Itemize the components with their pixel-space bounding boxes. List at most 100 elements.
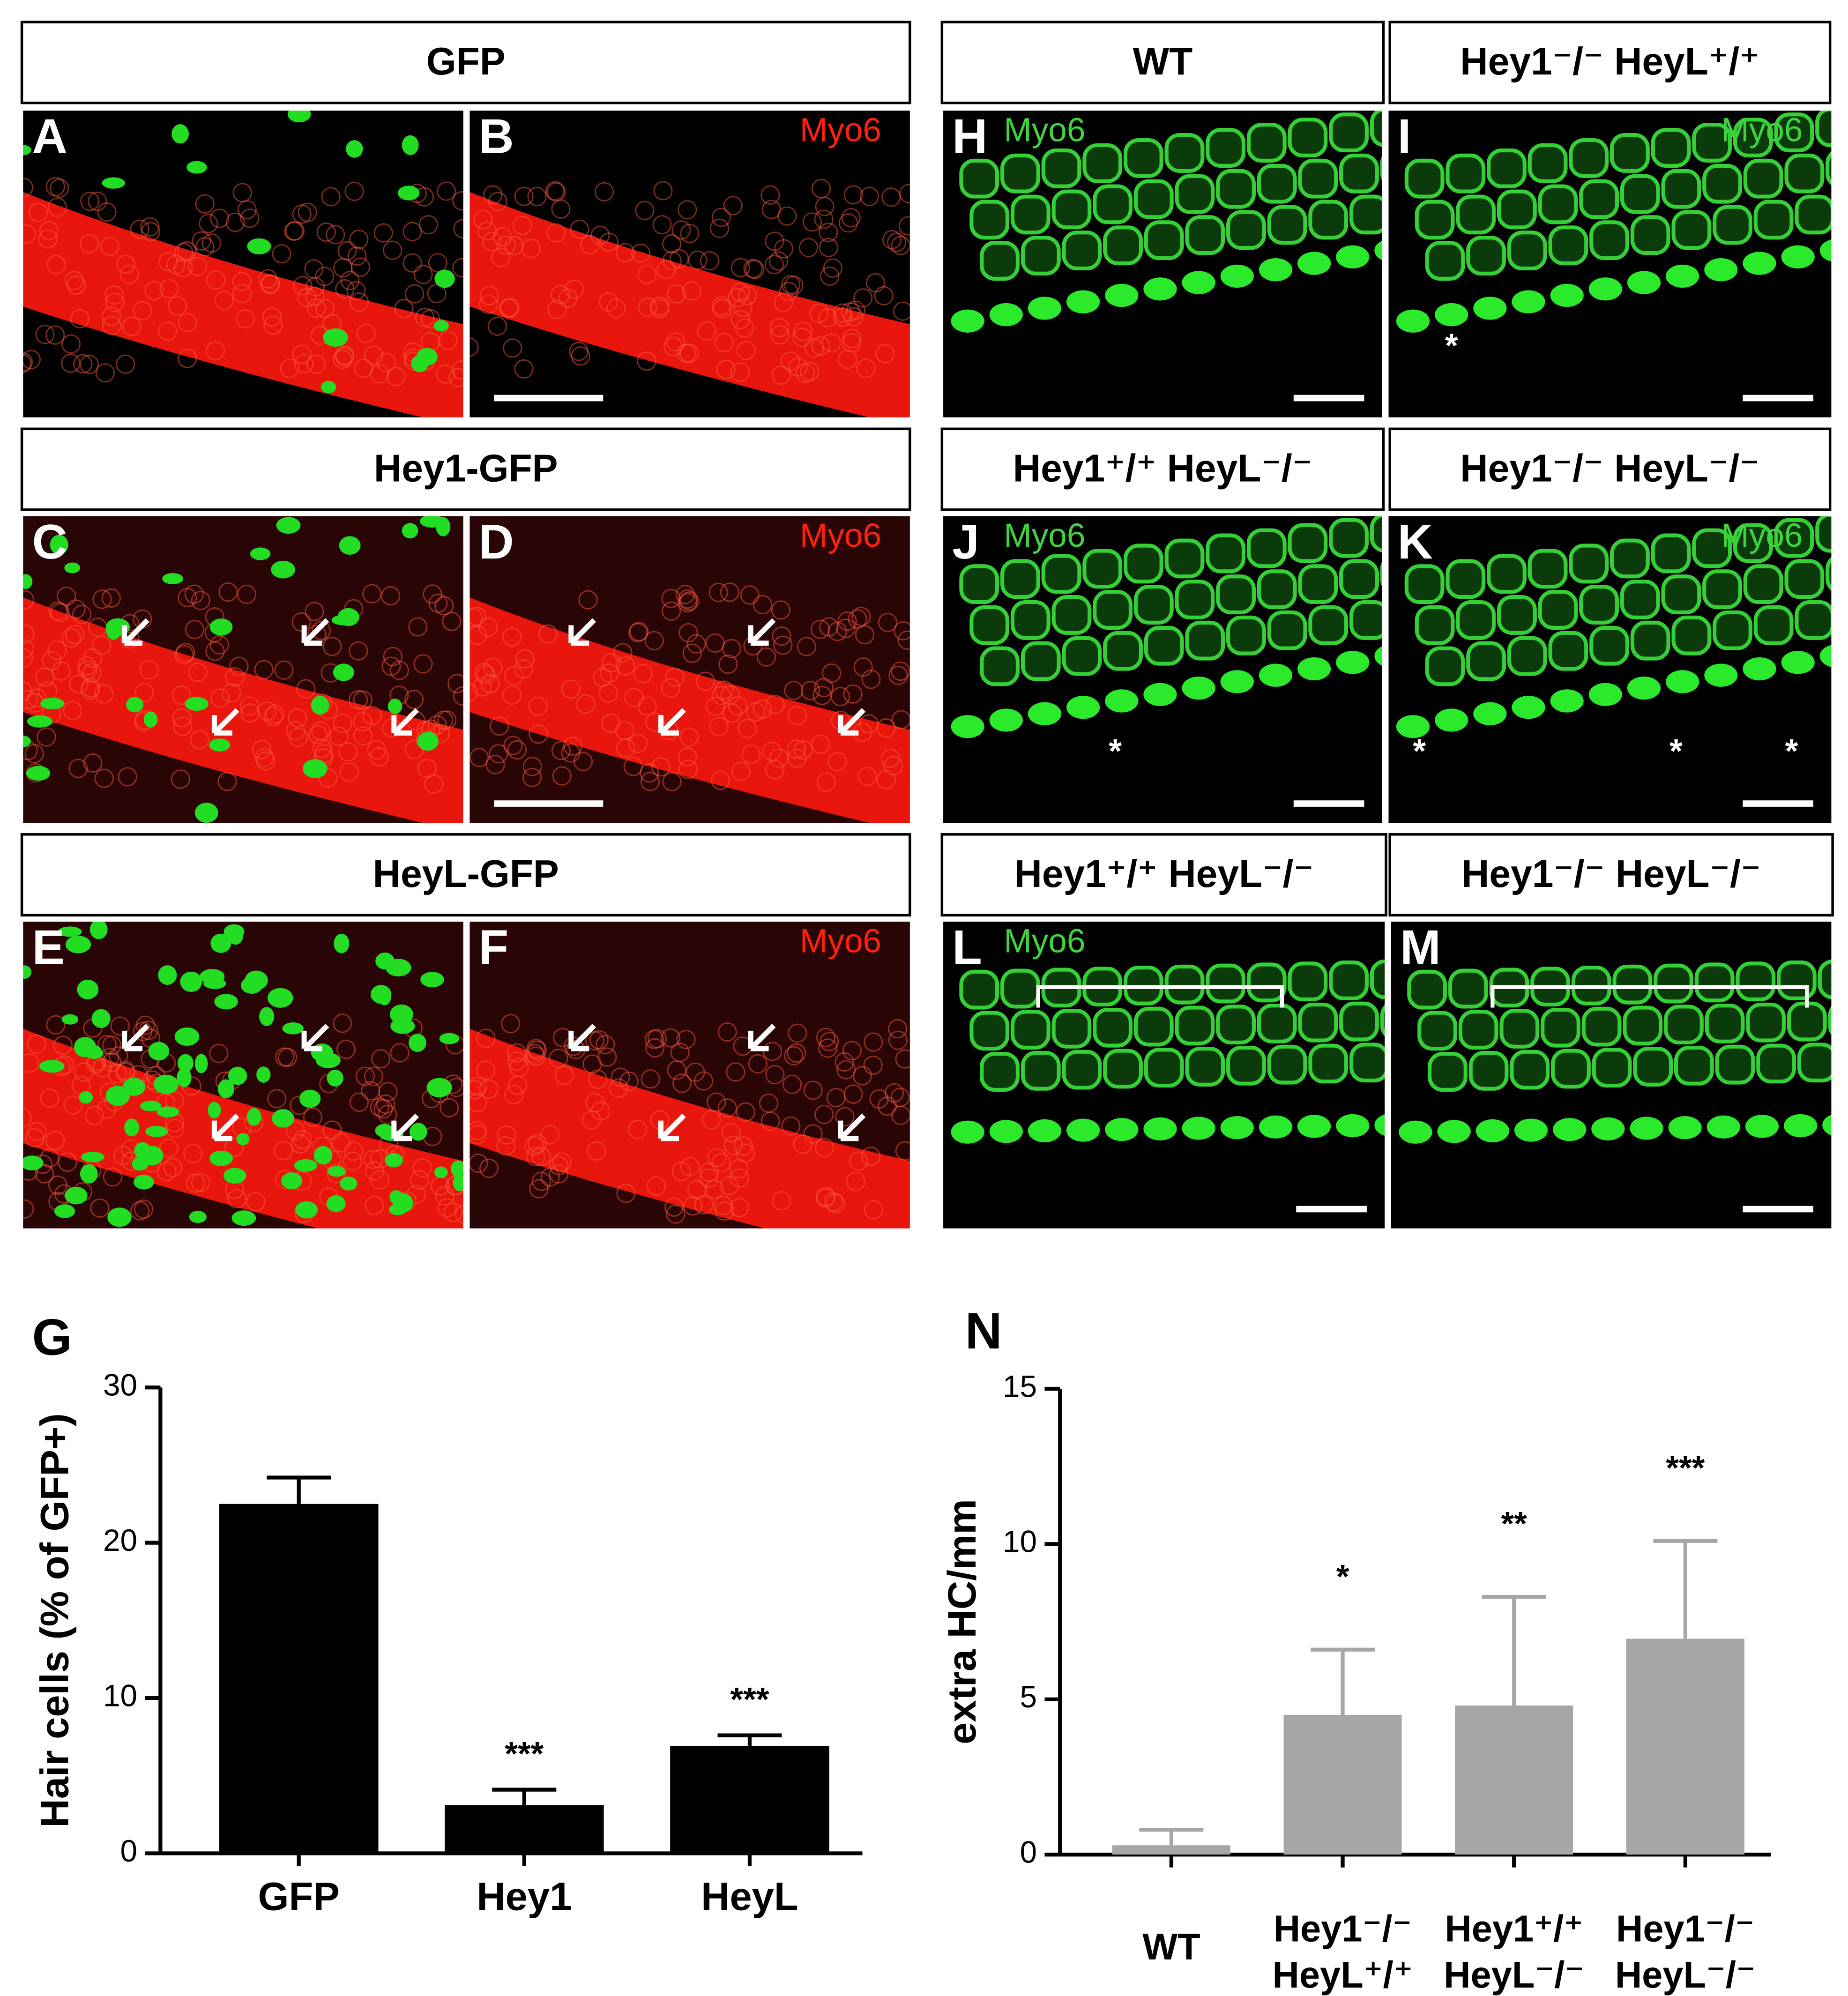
- micrograph: [940, 514, 1385, 826]
- inner-hair-cell: [1784, 1114, 1818, 1138]
- cell: [891, 662, 910, 681]
- hair-cell: [1185, 215, 1225, 255]
- cell: [246, 1192, 266, 1212]
- gfp-cell: [22, 1155, 44, 1171]
- hair-cell: [1415, 605, 1455, 645]
- cell: [552, 1152, 572, 1172]
- gfp-cell: [439, 1033, 460, 1044]
- hair-cell: [1753, 200, 1794, 240]
- arrow: [122, 1024, 149, 1051]
- cell: [631, 243, 651, 263]
- cell: [476, 1028, 496, 1048]
- cell: [835, 1052, 854, 1072]
- cell: [188, 257, 208, 276]
- cell: [291, 612, 311, 632]
- hair-cell: [1370, 109, 1384, 147]
- micrograph-content: [1390, 920, 1833, 1230]
- cell: [816, 1187, 836, 1207]
- inner-hair-cell: [1435, 708, 1468, 732]
- cell: [738, 719, 757, 738]
- cell: [599, 292, 618, 312]
- cell: [602, 653, 621, 672]
- hair-cell: [1753, 605, 1794, 645]
- cell: [229, 656, 249, 676]
- asterisk: *: [1109, 733, 1122, 770]
- gfp-cell: [276, 517, 301, 534]
- cell: [291, 1134, 310, 1154]
- inner-hair-cell: [1297, 657, 1331, 681]
- hair-cell: [1579, 179, 1619, 219]
- cell: [159, 1139, 179, 1158]
- inner-hair-cell: [1473, 702, 1507, 725]
- micrograph-content: [1387, 109, 1833, 419]
- x-tick-label: WT: [1142, 1926, 1200, 1967]
- cell: [476, 665, 496, 685]
- panel-letter: F: [479, 921, 509, 975]
- hair-cell: [1000, 153, 1040, 194]
- cell: [700, 251, 720, 271]
- cell: [94, 768, 114, 788]
- hair-cell: [1425, 646, 1465, 686]
- inner-hair-cell: [1435, 303, 1468, 327]
- cell: [239, 696, 260, 716]
- hair-cell: [1226, 615, 1266, 655]
- cell: [651, 757, 671, 777]
- cell: [65, 625, 85, 644]
- cell: [748, 1054, 768, 1073]
- cell: [480, 674, 500, 693]
- cell: [38, 229, 58, 249]
- hair-cell: [1838, 597, 1848, 633]
- gfp-cell: [228, 1066, 247, 1085]
- panel-letter: I: [1398, 110, 1411, 164]
- cell: [487, 316, 507, 336]
- cell: [438, 331, 458, 350]
- inner-hair-cell: [1259, 663, 1293, 687]
- cell: [686, 1062, 705, 1082]
- cell: [841, 302, 860, 322]
- micrograph-content: [468, 109, 911, 419]
- header-box: [940, 833, 1387, 917]
- hair-cell: [1010, 194, 1051, 235]
- cell: [261, 274, 280, 294]
- arrow: [391, 1113, 419, 1141]
- cell: [257, 701, 277, 721]
- gfp-cell: [420, 972, 444, 988]
- cell: [369, 747, 389, 767]
- gfp-cell: [334, 933, 350, 953]
- cell: [383, 240, 402, 260]
- cell: [22, 648, 33, 668]
- micrograph: [940, 108, 1385, 420]
- cell: [418, 215, 438, 235]
- cell: [110, 1016, 130, 1036]
- hair-cell: [1507, 636, 1547, 676]
- inner-hair-cell: [1550, 689, 1584, 713]
- stain-label: Myo6: [800, 112, 881, 149]
- inner-hair-cell: [1781, 651, 1815, 674]
- hair-cell: [1630, 215, 1670, 255]
- cell: [50, 603, 70, 623]
- micrograph-border: [20, 514, 466, 826]
- gfp-cell: [102, 177, 125, 189]
- hair-cell: [1041, 554, 1081, 594]
- cell: [722, 639, 741, 658]
- inner-hair-cell: [1105, 1118, 1139, 1141]
- cell: [479, 295, 499, 314]
- significance: ***: [1666, 1450, 1705, 1487]
- cell: [836, 1060, 856, 1080]
- cell: [561, 679, 581, 699]
- header-text: Hey1⁻/⁻ HeyL⁻/⁻: [1461, 853, 1761, 895]
- header-text: Hey1-GFP: [374, 447, 558, 490]
- cell: [841, 208, 861, 228]
- cell: [22, 1053, 39, 1073]
- cell: [47, 197, 67, 217]
- hair-cell: [1612, 964, 1653, 1005]
- cell: [272, 244, 291, 264]
- cell: [526, 1147, 545, 1167]
- panel-letter: G: [32, 1309, 72, 1366]
- inner-hair-cell: [1822, 1114, 1833, 1136]
- inner-hair-cell: [1743, 252, 1776, 275]
- cell: [711, 1153, 731, 1173]
- cell: [490, 716, 509, 736]
- hair-cell: [1692, 528, 1732, 568]
- cell: [488, 192, 507, 211]
